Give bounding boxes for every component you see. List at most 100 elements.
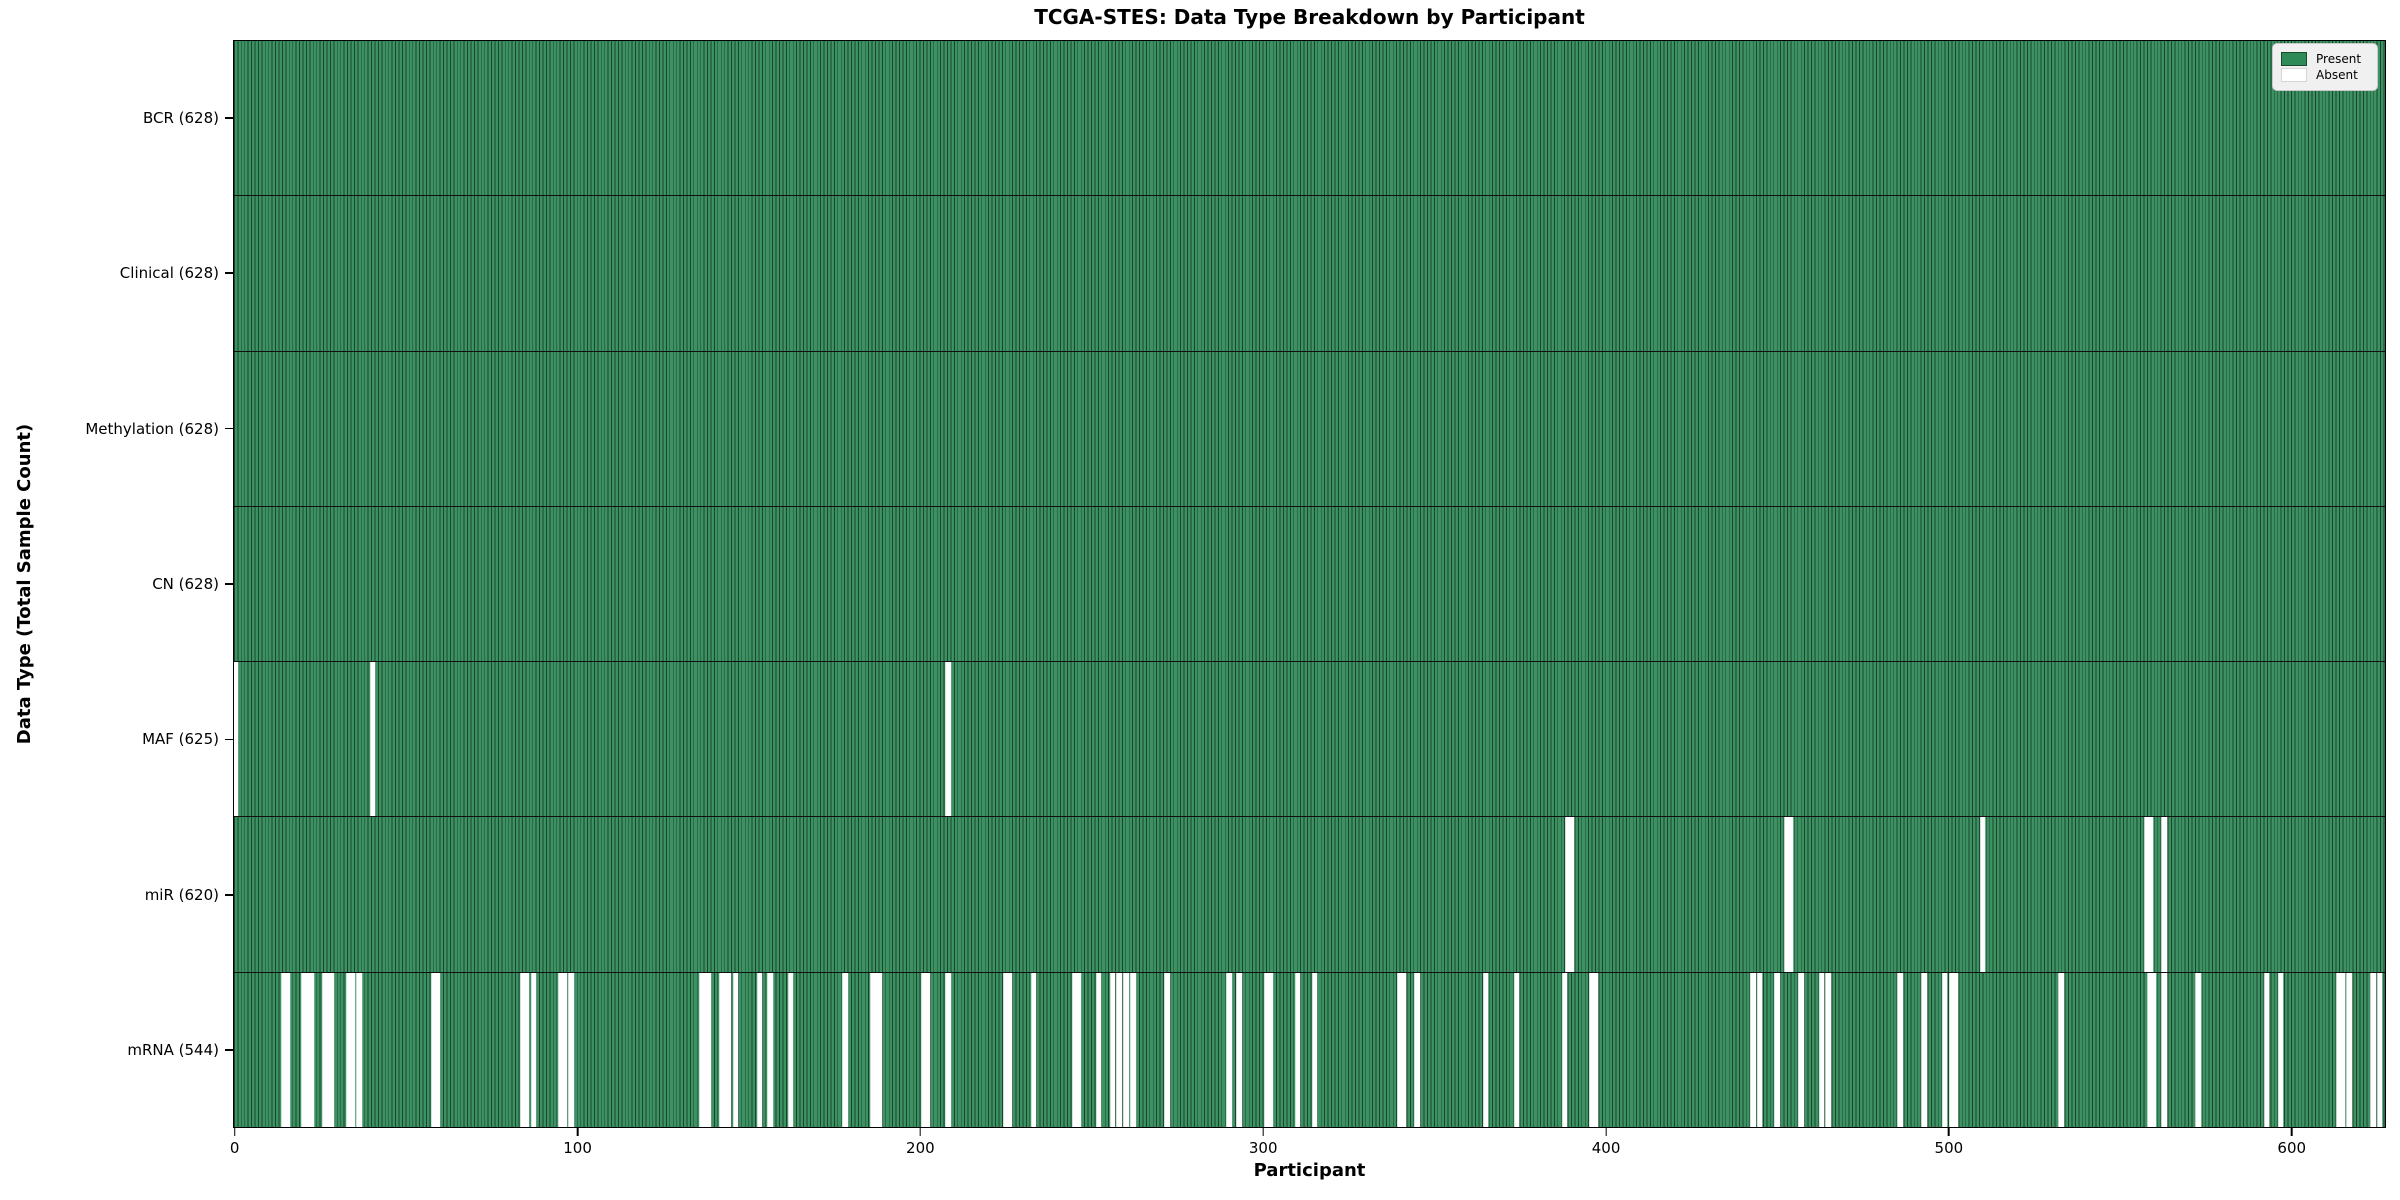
x-tick-label: 200 xyxy=(906,1139,935,1157)
legend-present-label: Present xyxy=(2316,52,2362,66)
absent-cell xyxy=(301,972,307,1127)
absent-cell xyxy=(2336,972,2342,1127)
y-tick: mRNA (544) xyxy=(127,1041,233,1059)
data-row-bcr xyxy=(234,41,2385,197)
absent-cell xyxy=(921,972,927,1127)
y-tick: MAF (625) xyxy=(142,730,233,748)
chart-title: TCGA-STES: Data Type Breakdown by Partic… xyxy=(1034,5,1585,29)
absent-cell xyxy=(945,662,951,817)
absent-cell xyxy=(369,662,376,817)
absent-cell xyxy=(1075,972,1082,1127)
absent-cell xyxy=(1031,972,1037,1127)
y-tick-mark xyxy=(225,738,233,741)
absent-cell xyxy=(1116,972,1123,1127)
x-tick-label: 600 xyxy=(2277,1139,2307,1157)
absent-cell xyxy=(431,972,438,1127)
y-tick-mark xyxy=(225,116,233,119)
absent-cell xyxy=(2161,972,2167,1127)
absent-cell xyxy=(322,972,328,1127)
absent-cell xyxy=(1072,972,1078,1127)
legend: Present Absent xyxy=(2272,43,2378,91)
y-tick-mark xyxy=(225,894,233,896)
absent-cell xyxy=(876,972,883,1127)
x-tick-label: 300 xyxy=(1248,1139,1278,1157)
legend-entry-present: Present xyxy=(2281,52,2369,66)
absent-cell xyxy=(2161,817,2167,972)
absent-cell xyxy=(702,972,708,1127)
absent-cell xyxy=(873,972,879,1127)
absent-cell xyxy=(733,972,739,1127)
absent-cell xyxy=(1397,972,1404,1127)
y-tick: Methylation (628) xyxy=(85,420,233,438)
absent-cell xyxy=(1561,972,1568,1127)
x-tick-mark xyxy=(2290,1128,2293,1136)
data-row-cn xyxy=(234,506,2385,663)
absent-cell xyxy=(524,972,530,1127)
absent-cell xyxy=(1267,972,1273,1127)
absent-cell xyxy=(328,972,335,1127)
y-tick-label: miR (620) xyxy=(144,885,219,904)
x-tick-label: 0 xyxy=(229,1139,240,1157)
absent-swatch-icon xyxy=(2281,68,2307,82)
absent-cell xyxy=(308,972,314,1127)
y-tick-label: Clinical (628) xyxy=(119,264,219,283)
absent-cell xyxy=(2264,972,2270,1127)
absent-cell xyxy=(767,972,773,1127)
y-tick-label: mRNA (544) xyxy=(127,1041,219,1060)
absent-cell xyxy=(304,972,311,1127)
absent-cell xyxy=(1400,972,1407,1127)
absent-cell xyxy=(1007,972,1013,1127)
y-tick-label: CN (628) xyxy=(152,575,219,593)
absent-cell xyxy=(2147,972,2154,1127)
absent-cell xyxy=(345,972,352,1127)
y-tick-mark xyxy=(225,583,233,585)
absent-cell xyxy=(1565,817,1571,972)
absent-cell xyxy=(1226,972,1232,1127)
y-axis: BCR (628) Clinical (628) Methylation (628)… xyxy=(0,40,233,1128)
absent-cell xyxy=(2195,972,2202,1127)
absent-cell xyxy=(234,662,239,817)
x-tick: 300 xyxy=(1249,1128,1278,1157)
absent-cell xyxy=(1294,972,1301,1127)
y-tick: BCR (628) xyxy=(143,109,233,127)
plot-area xyxy=(233,40,2386,1128)
absent-cell xyxy=(1757,972,1763,1127)
x-axis: 0 100 200 300 400 500 600 xyxy=(229,1128,2386,1168)
absent-cell xyxy=(1568,817,1575,972)
absent-cell xyxy=(2339,972,2345,1127)
data-row-mir xyxy=(234,817,2385,973)
absent-cell xyxy=(1003,972,1010,1127)
y-tick-label: Methylation (628) xyxy=(85,419,219,438)
absent-cell xyxy=(1263,972,1270,1127)
absent-cell xyxy=(1798,972,1804,1127)
present-swatch-icon xyxy=(2281,52,2307,66)
y-tick-mark xyxy=(225,427,233,430)
absent-cell xyxy=(1592,972,1599,1127)
absent-cell xyxy=(1236,972,1243,1127)
x-tick-mark xyxy=(1948,1128,1950,1136)
y-tick-label: MAF (625) xyxy=(142,730,219,749)
absent-cell xyxy=(2147,817,2154,972)
absent-cell xyxy=(787,972,794,1127)
absent-cell xyxy=(1825,972,1832,1127)
absent-cell xyxy=(1784,817,1791,972)
absent-cell xyxy=(530,972,537,1127)
absent-cell xyxy=(870,972,876,1127)
y-tick: miR (620) xyxy=(145,886,233,904)
absent-cell xyxy=(1311,972,1318,1127)
y-tick: Clinical (628) xyxy=(120,264,233,282)
absent-cell xyxy=(1513,972,1520,1127)
data-row-maf xyxy=(234,662,2385,818)
absent-cell xyxy=(1123,972,1129,1127)
absent-cell xyxy=(1948,972,1955,1127)
absent-cell xyxy=(558,972,564,1127)
absent-cell xyxy=(757,972,763,1127)
x-tick-mark xyxy=(1262,1128,1264,1136)
absent-cell xyxy=(561,972,568,1127)
absent-cell xyxy=(1774,972,1780,1127)
y-tick-label: BCR (628) xyxy=(142,108,219,127)
absent-cell xyxy=(1921,972,1928,1127)
absent-cell xyxy=(435,972,441,1127)
absent-cell xyxy=(1164,972,1171,1127)
absent-cell xyxy=(1818,972,1825,1127)
